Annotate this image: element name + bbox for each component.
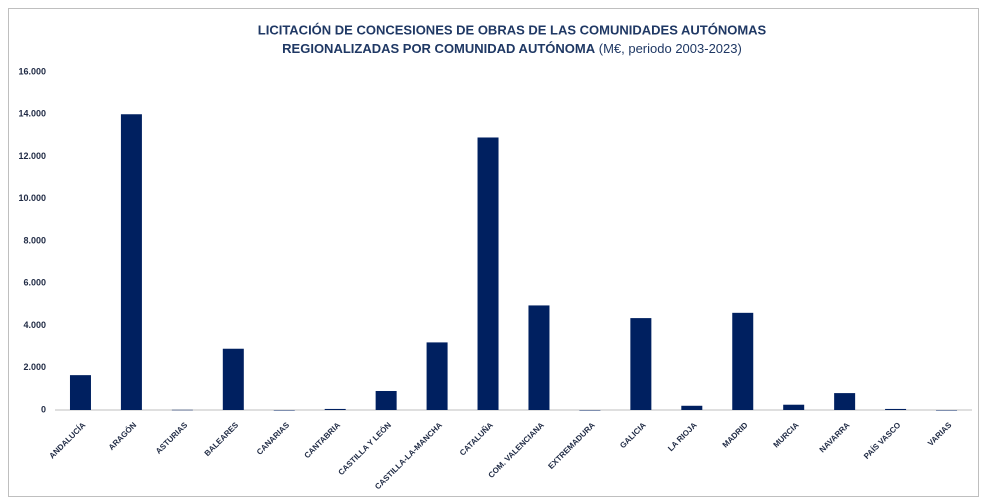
y-tick-label: 0 — [41, 404, 46, 414]
bar — [834, 393, 856, 410]
chart-subtitle: (M€, periodo 2003-2023) — [599, 41, 742, 56]
y-tick-label: 4.000 — [23, 320, 46, 330]
chart-title-line: REGIONALIZADAS POR COMUNIDAD AUTÓNOMA (M… — [282, 41, 742, 56]
bar — [324, 408, 346, 410]
bar — [579, 410, 601, 411]
bar — [477, 137, 499, 411]
bar — [528, 305, 550, 410]
bar — [783, 404, 805, 410]
y-tick-label: 16.000 — [18, 66, 46, 76]
bar — [885, 408, 907, 410]
bar — [681, 405, 703, 410]
bar — [171, 409, 193, 411]
y-tick-label: 6.000 — [23, 278, 46, 288]
bar — [273, 410, 295, 411]
bar — [936, 410, 958, 411]
bar — [222, 348, 244, 410]
bar — [426, 342, 448, 410]
y-tick-label: 14.000 — [18, 109, 46, 119]
bar — [732, 312, 754, 410]
chart-title: LICITACIÓN DE CONCESIONES DE OBRAS DE LA… — [258, 22, 767, 37]
bar — [375, 390, 397, 410]
bar — [630, 318, 652, 410]
y-tick-label: 8.000 — [23, 235, 46, 245]
y-tick-label: 12.000 — [18, 151, 46, 161]
chart-title: REGIONALIZADAS POR COMUNIDAD AUTÓNOMA — [282, 41, 596, 56]
bar — [120, 114, 142, 410]
y-tick-label: 2.000 — [23, 362, 46, 372]
bar — [69, 375, 91, 410]
y-tick-label: 10.000 — [18, 193, 46, 203]
